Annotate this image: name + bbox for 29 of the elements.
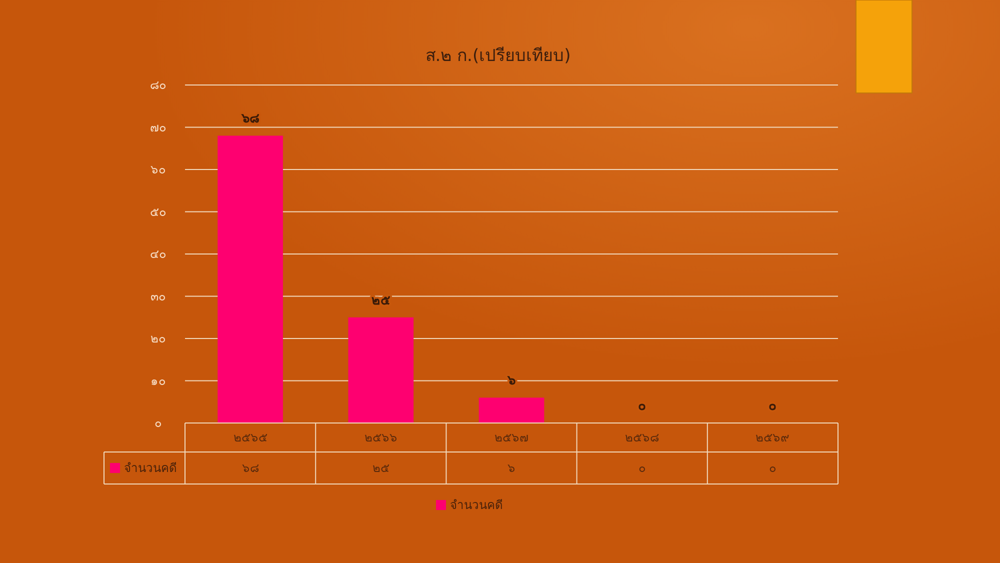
text: ๐ — [638, 399, 646, 414]
bar — [478, 398, 544, 423]
y-tick-label: ๕๐ — [150, 204, 166, 219]
legend-label: จำนวนคดี — [124, 461, 177, 476]
x-tick-label: ๒๕๖๘ — [625, 430, 660, 445]
y-tick-label: ๒๐ — [150, 332, 166, 346]
x-tick-label: ๒๕๖๖ — [364, 430, 398, 445]
data-label: ๒๕ — [372, 461, 390, 476]
y-tick-label: ๗๐ — [150, 120, 166, 134]
text: ๒๕ — [371, 293, 390, 308]
text: ๐ — [768, 399, 777, 414]
x-tick-label: ๒๕๖๗ — [494, 430, 528, 445]
bar — [348, 317, 414, 423]
data-label: ๖๘ — [242, 461, 259, 476]
y-tick-label: ๑๐ — [150, 374, 166, 388]
x-tick-label: ๒๕๖๕ — [233, 430, 268, 445]
y-tick-label: ๘๐ — [150, 78, 166, 92]
bar — [218, 136, 283, 423]
x-tick-label: ๒๕๖๙ — [756, 430, 790, 445]
text: จำนวนคดี — [450, 498, 503, 512]
data-label: ๐ — [638, 461, 646, 476]
data-label: ๐ — [769, 461, 776, 476]
y-tick-label: ๔๐ — [150, 247, 166, 262]
text: ๖๘ — [241, 112, 260, 127]
y-tick-label: ๖๐ — [150, 162, 166, 177]
y-tick-label: ๐ — [154, 416, 162, 430]
y-tick-label: ๓๐ — [150, 289, 166, 304]
data-label: ๖ — [508, 461, 516, 476]
chart-title: ส.๒ ก.(เปรียบเทียบ) — [425, 46, 571, 66]
